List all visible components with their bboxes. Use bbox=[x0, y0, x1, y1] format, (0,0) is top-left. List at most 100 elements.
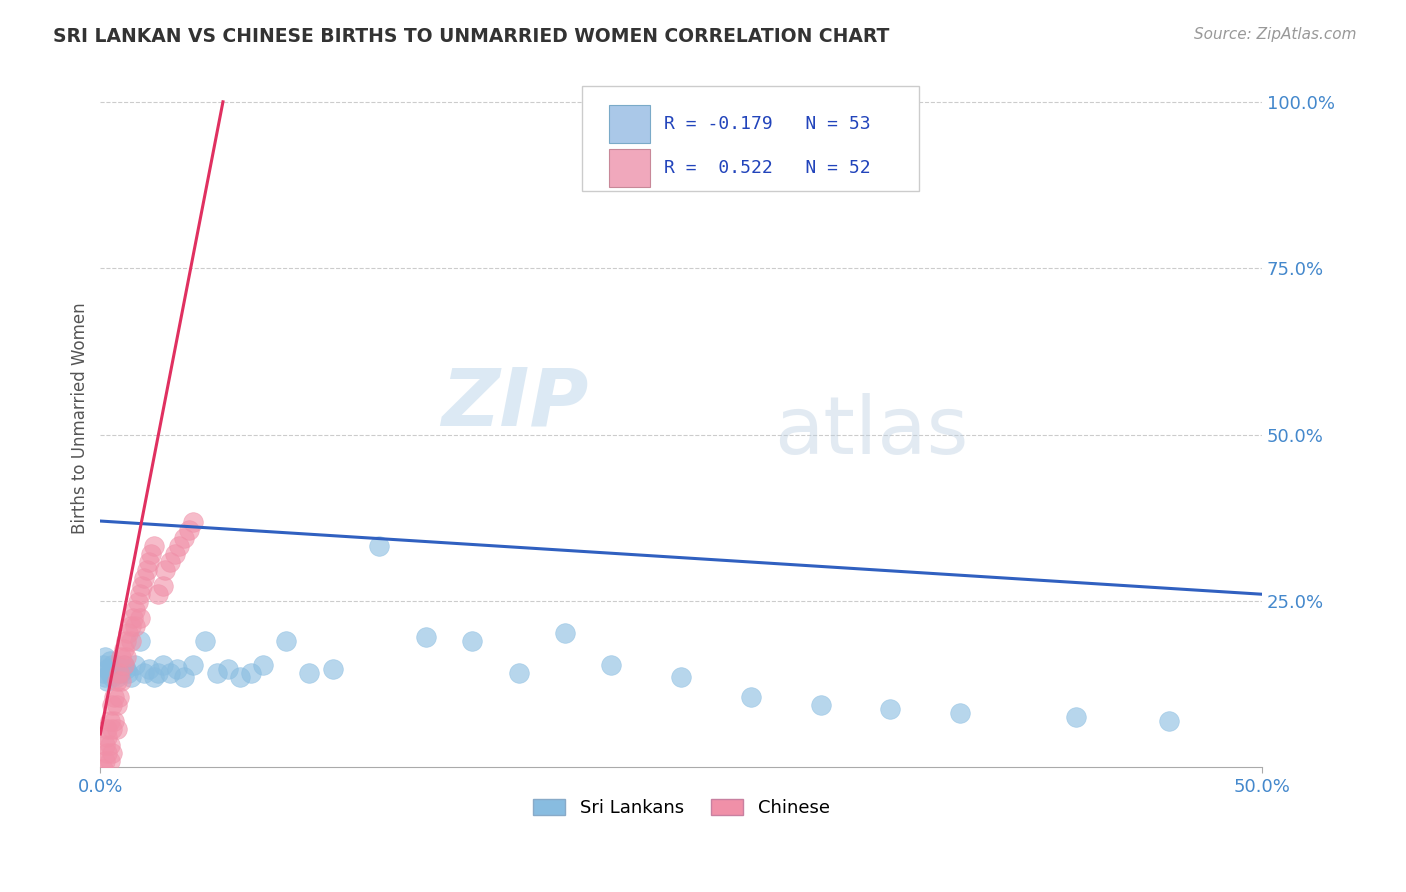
Point bbox=[120, 467, 142, 482]
Point bbox=[131, 374, 153, 388]
Point bbox=[120, 441, 142, 455]
Point bbox=[949, 587, 972, 601]
Point bbox=[276, 467, 298, 482]
Point bbox=[105, 527, 128, 541]
Point bbox=[101, 614, 124, 628]
Point bbox=[879, 581, 901, 595]
Point bbox=[128, 387, 150, 401]
Point bbox=[124, 441, 146, 455]
Point bbox=[96, 614, 118, 628]
Point bbox=[135, 348, 157, 362]
Point bbox=[91, 706, 114, 721]
Text: ZIP: ZIP bbox=[441, 365, 588, 443]
Bar bbox=[609, 149, 650, 187]
Point bbox=[124, 508, 146, 522]
Point bbox=[105, 534, 128, 549]
Point bbox=[152, 508, 174, 522]
Point bbox=[159, 521, 181, 535]
Point bbox=[115, 514, 138, 528]
FancyBboxPatch shape bbox=[582, 86, 920, 191]
Point bbox=[115, 467, 138, 482]
Point bbox=[152, 374, 174, 388]
Point bbox=[120, 527, 142, 541]
Point bbox=[105, 508, 128, 522]
Bar bbox=[609, 104, 650, 143]
Point bbox=[124, 414, 146, 428]
Point bbox=[1064, 594, 1087, 608]
Point bbox=[127, 401, 149, 415]
Point bbox=[461, 467, 484, 482]
Point bbox=[117, 454, 139, 468]
Point bbox=[554, 454, 576, 468]
Point bbox=[91, 720, 114, 734]
Point bbox=[117, 521, 139, 535]
Point bbox=[181, 268, 204, 282]
Point bbox=[134, 521, 156, 535]
Point bbox=[252, 508, 274, 522]
Point bbox=[105, 614, 128, 628]
Point bbox=[229, 527, 252, 541]
Point bbox=[166, 514, 188, 528]
Point bbox=[128, 467, 150, 482]
Point bbox=[1157, 600, 1180, 615]
Point bbox=[322, 514, 344, 528]
Point bbox=[98, 500, 121, 515]
Point bbox=[112, 508, 135, 522]
Point bbox=[600, 508, 623, 522]
Point bbox=[101, 527, 124, 541]
Point bbox=[740, 560, 762, 574]
Text: R =  0.522   N = 52: R = 0.522 N = 52 bbox=[664, 159, 870, 177]
Point bbox=[177, 281, 200, 295]
Point bbox=[110, 494, 132, 508]
Point bbox=[173, 294, 195, 309]
Point bbox=[138, 514, 160, 528]
Point bbox=[142, 308, 165, 322]
Point bbox=[110, 534, 132, 549]
Point bbox=[94, 640, 117, 655]
Point bbox=[108, 521, 131, 535]
Point bbox=[240, 521, 263, 535]
Point bbox=[810, 574, 832, 588]
Point bbox=[103, 600, 125, 615]
Point bbox=[103, 514, 125, 528]
Point bbox=[101, 508, 124, 522]
Point bbox=[122, 427, 145, 442]
Point bbox=[205, 521, 228, 535]
Legend: Sri Lankans, Chinese: Sri Lankans, Chinese bbox=[526, 792, 837, 824]
Point bbox=[115, 494, 138, 508]
Point bbox=[98, 521, 121, 535]
Point bbox=[94, 667, 117, 681]
Point bbox=[110, 521, 132, 535]
Text: atlas: atlas bbox=[775, 392, 969, 471]
Point bbox=[96, 627, 118, 641]
Point bbox=[94, 527, 117, 541]
Point bbox=[148, 521, 170, 535]
Point bbox=[91, 508, 114, 522]
Point bbox=[181, 508, 204, 522]
Point bbox=[103, 521, 125, 535]
Point bbox=[138, 334, 160, 349]
Point bbox=[669, 527, 692, 541]
Point bbox=[159, 334, 181, 349]
Point bbox=[108, 560, 131, 574]
Point bbox=[101, 654, 124, 668]
Point bbox=[112, 481, 135, 495]
Point bbox=[163, 321, 186, 335]
Point bbox=[98, 600, 121, 615]
Point bbox=[173, 527, 195, 541]
Point bbox=[91, 521, 114, 535]
Point bbox=[142, 527, 165, 541]
Point bbox=[148, 387, 170, 401]
Point bbox=[96, 534, 118, 549]
Point bbox=[98, 667, 121, 681]
Point bbox=[141, 321, 163, 335]
Point bbox=[103, 560, 125, 574]
Point bbox=[96, 514, 118, 528]
Point bbox=[94, 694, 117, 708]
Y-axis label: Births to Unmarried Women: Births to Unmarried Women bbox=[72, 302, 89, 533]
Point bbox=[128, 427, 150, 442]
Point bbox=[94, 494, 117, 508]
Point bbox=[105, 574, 128, 588]
Point bbox=[98, 640, 121, 655]
Point bbox=[194, 467, 217, 482]
